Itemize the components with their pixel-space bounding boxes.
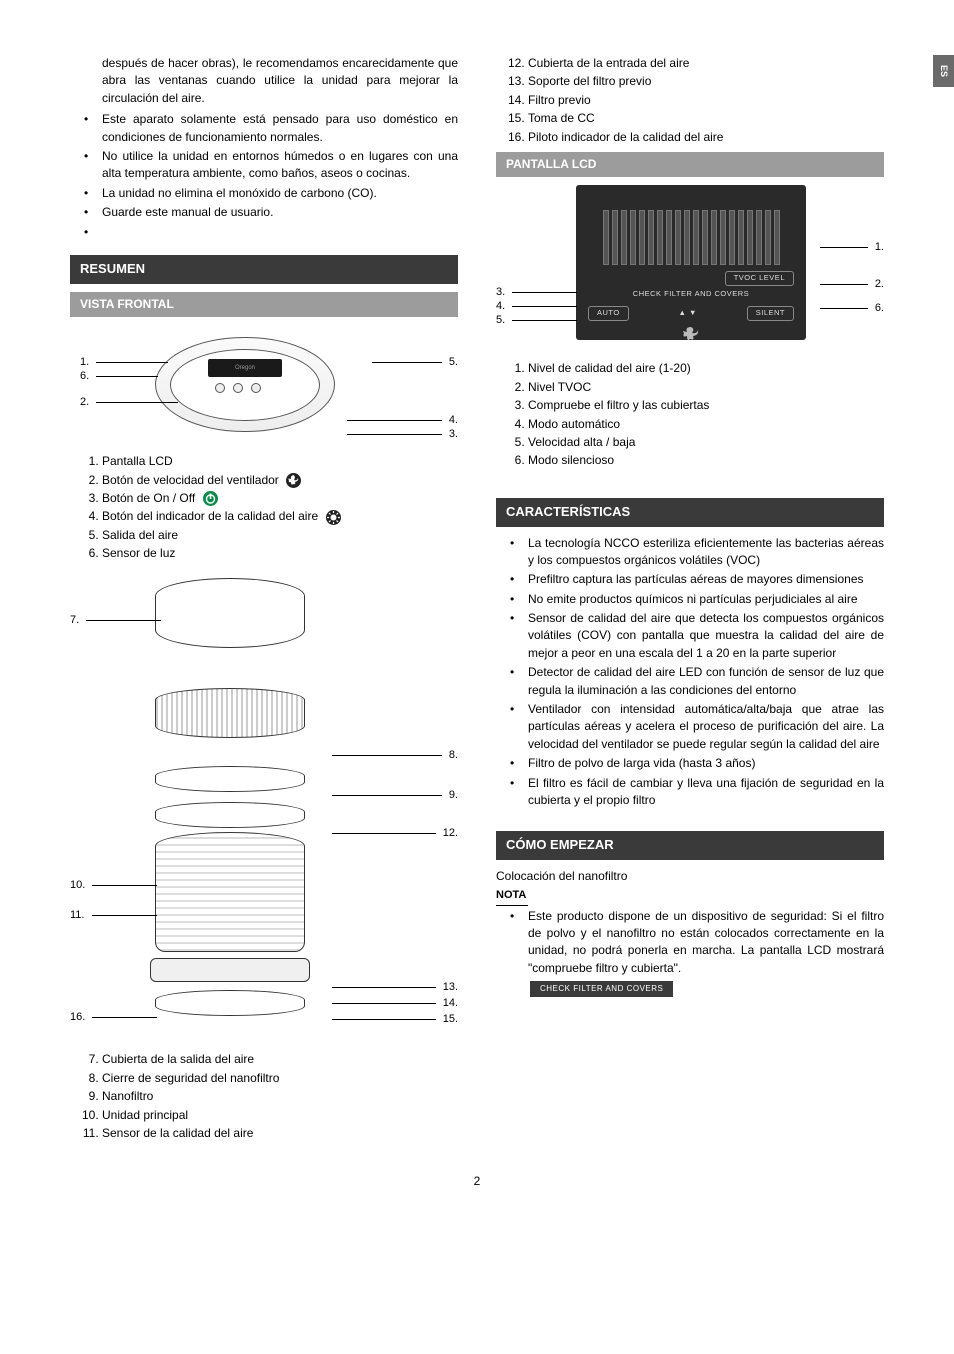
front-part-item: Botón del indicador de la calidad del ai… [102,508,458,525]
callout-11: 11. [70,908,84,924]
callout-2: 2. [80,395,89,411]
check-filter-badge: CHECK FILTER AND COVERS [530,981,673,997]
exploded-parts [155,578,310,1026]
colocacion-title: Colocación del nanofiltro [496,868,884,885]
front-part-item: Salida del aire [102,527,458,544]
two-column-layout: después de hacer obras), le recomendamos… [70,55,884,1143]
intro-bullet: Este aparato solamente está pensado para… [70,111,458,146]
front-view-figure: Oregon 1. 6. 2. 5. 4. 3. [80,327,458,447]
part-item: Soporte del filtro previo [528,73,884,90]
resumen-heading: RESUMEN [70,255,458,284]
lcd-tvoc-row: TVOC LEVEL [588,271,794,286]
page-number: 2 [70,1173,884,1190]
front-parts-list: Pantalla LCD Botón de velocidad del vent… [70,453,458,562]
exploded-view-figure: 7. 8. 9. 12. 10. 11. 13. 14. 15. 16. [70,578,458,1043]
como-empezar-heading: CÓMO EMPEZAR [496,831,884,860]
front-part-item: Pantalla LCD [102,453,458,470]
lcd-parts-list: Nivel de calidad del aire (1-20) Nivel T… [496,360,884,469]
intro-bullet-list: Este aparato solamente está pensado para… [70,111,458,241]
caracteristica-item: Ventilador con intensidad automática/alt… [496,701,884,753]
callout-8: 8. [449,748,458,764]
caracteristicas-heading: CARACTERÍSTICAS [496,498,884,527]
part-item: Filtro previo [528,92,884,109]
callout-14: 14. [443,996,458,1012]
intro-bullet: Guarde este manual de usuario. [70,204,458,221]
lcd-callout-5: 5. [496,313,505,329]
parts-list-continued: Cubierta de la entrada del aire Soporte … [496,55,884,146]
lcd-figure: TVOC LEVEL CHECK FILTER AND COVERS AUTO … [496,185,884,350]
nota-list: Este producto dispone de un dispositivo … [496,908,884,978]
exploded-part-item: Sensor de la calidad del aire [102,1125,458,1142]
nota-item: Este producto dispone de un dispositivo … [496,908,884,978]
caracteristica-item: El filtro es fácil de cambiar y lleva un… [496,775,884,810]
left-column: después de hacer obras), le recomendamos… [70,55,458,1143]
fan-icon [286,473,301,488]
part-item: Toma de CC [528,110,884,127]
lcd-tvoc-label: TVOC LEVEL [725,271,794,286]
lcd-part-item: Compruebe el filtro y las cubiertas [528,397,884,414]
lcd-fan-icon [588,324,794,349]
part-item: Piloto indicador de la calidad del aire [528,129,884,146]
caracteristica-item: No emite productos químicos ni partícula… [496,591,884,608]
callout-6: 6. [80,369,89,385]
intro-paragraph: después de hacer obras), le recomendamos… [70,55,458,107]
callout-9: 9. [449,788,458,804]
device-buttons [215,383,261,393]
caracteristica-item: Sensor de calidad del aire que detecta l… [496,610,884,662]
lcd-auto-label: AUTO [588,306,629,321]
callout-5: 5. [449,355,458,371]
intro-bullet: No utilice la unidad en entornos húmedos… [70,148,458,183]
front-part-item: Sensor de luz [102,545,458,562]
callout-12: 12. [443,826,458,842]
lcd-part-item: Nivel TVOC [528,379,884,396]
caracteristica-item: La tecnología NCCO esteriliza eficientem… [496,535,884,570]
power-icon [203,491,218,506]
caracteristica-item: Prefiltro captura las partículas aéreas … [496,571,884,588]
callout-13: 13. [443,980,458,996]
pantalla-lcd-heading: PANTALLA LCD [496,152,884,177]
air-quality-icon [326,510,341,525]
lcd-callout-1: 1. [875,240,884,256]
lcd-callout-2: 2. [875,277,884,293]
callout-15: 15. [443,1012,458,1028]
device-lcd: Oregon [208,359,282,377]
lcd-mode-row: AUTO ▲ ▼ SILENT [588,306,794,321]
callout-10: 10. [70,878,85,894]
lcd-part-item: Modo automático [528,416,884,433]
exploded-part-item: Unidad principal [102,1107,458,1124]
language-tab: ES [933,55,954,87]
lcd-bargraph [588,195,794,265]
part-item: Cubierta de la entrada del aire [528,55,884,72]
intro-bullet-empty [70,224,458,241]
exploded-part-item: Cubierta de la salida del aire [102,1051,458,1068]
lcd-silent-label: SILENT [747,306,794,321]
callout-16: 16. [70,1010,85,1026]
nota-label: NOTA [496,888,528,906]
lcd-part-item: Modo silencioso [528,452,884,469]
front-part-item: Botón de On / Off [102,490,458,507]
vista-frontal-heading: VISTA FRONTAL [70,292,458,317]
caracteristica-item: Detector de calidad del aire LED con fun… [496,664,884,699]
lcd-callout-6: 6. [875,301,884,317]
exploded-part-item: Cierre de seguridad del nanofiltro [102,1070,458,1087]
lcd-part-item: Nivel de calidad del aire (1-20) [528,360,884,377]
callout-3: 3. [449,427,458,443]
callout-7: 7. [70,613,79,629]
exploded-parts-list: Cubierta de la salida del aire Cierre de… [70,1051,458,1142]
lcd-panel: TVOC LEVEL CHECK FILTER AND COVERS AUTO … [576,185,806,340]
lcd-part-item: Velocidad alta / baja [528,434,884,451]
caracteristicas-list: La tecnología NCCO esteriliza eficientem… [496,535,884,810]
lcd-check-label: CHECK FILTER AND COVERS [588,289,794,300]
right-column: Cubierta de la entrada del aire Soporte … [496,55,884,1143]
intro-bullet: La unidad no elimina el monóxido de carb… [70,185,458,202]
front-part-item: Botón de velocidad del ventilador [102,472,458,489]
caracteristica-item: Filtro de polvo de larga vida (hasta 3 a… [496,755,884,772]
exploded-part-item: Nanofiltro [102,1088,458,1105]
lcd-speed-icons: ▲ ▼ [679,308,697,319]
